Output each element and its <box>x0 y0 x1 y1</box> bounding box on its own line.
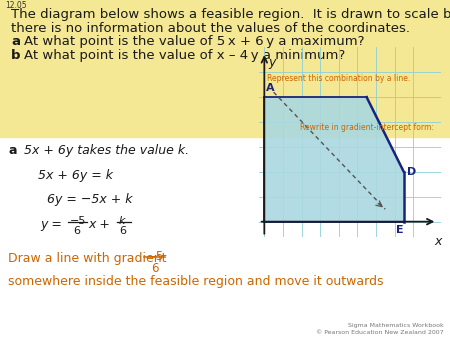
Text: Represent this combination by a line.: Represent this combination by a line. <box>267 74 410 83</box>
Text: somewhere inside the feasible region and move it outwards: somewhere inside the feasible region and… <box>8 275 383 288</box>
Text: 5x + 6y takes the value k.: 5x + 6y takes the value k. <box>24 144 189 156</box>
Text: b: b <box>11 49 21 62</box>
Text: −5: −5 <box>146 250 163 263</box>
Text: y: y <box>268 56 275 69</box>
Text: −5: −5 <box>70 216 86 226</box>
Text: A: A <box>266 83 275 93</box>
Text: a: a <box>8 144 17 156</box>
Text: a: a <box>11 35 20 48</box>
Text: At what point is the value of x – 4 y a minimum?: At what point is the value of x – 4 y a … <box>24 49 345 62</box>
Text: x +: x + <box>89 218 111 231</box>
Text: 6y = −5x + k: 6y = −5x + k <box>47 193 133 206</box>
Text: Draw a line with gradient: Draw a line with gradient <box>8 252 166 265</box>
Text: E: E <box>396 225 404 235</box>
Text: there is no information about the values of the coordinates.: there is no information about the values… <box>11 22 410 35</box>
Text: 6: 6 <box>73 226 80 237</box>
Text: The diagram below shows a feasible region.  It is drawn to scale but: The diagram below shows a feasible regio… <box>11 8 450 21</box>
Text: 6: 6 <box>151 262 158 275</box>
Bar <box>0 0 450 137</box>
Text: Rewrite in gradient-intercept form:: Rewrite in gradient-intercept form: <box>300 123 433 132</box>
Text: Sigma Mathematics Workbook
© Pearson Education New Zealand 2007: Sigma Mathematics Workbook © Pearson Edu… <box>315 323 443 335</box>
Text: y =: y = <box>40 218 63 231</box>
Text: At what point is the value of 5 x + 6 y a maximum?: At what point is the value of 5 x + 6 y … <box>24 35 364 48</box>
Polygon shape <box>264 97 404 222</box>
Text: 5x + 6y = k: 5x + 6y = k <box>38 169 113 182</box>
Text: x: x <box>435 235 442 248</box>
Text: D: D <box>407 167 416 177</box>
Text: 6: 6 <box>119 226 126 237</box>
Text: k: k <box>119 216 125 226</box>
Text: 12.05: 12.05 <box>5 1 27 10</box>
